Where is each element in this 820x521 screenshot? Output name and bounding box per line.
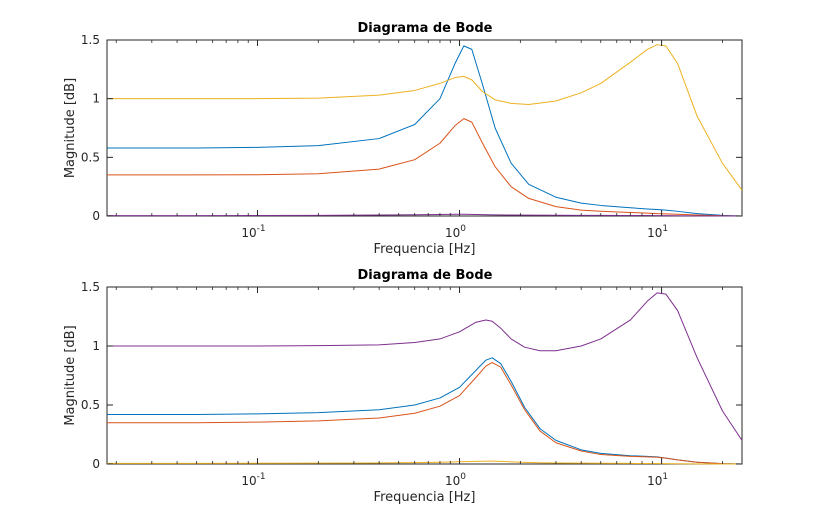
x-tick-label: 10-1 <box>241 472 265 488</box>
y-tick-label: 1 <box>92 92 100 106</box>
series-line-blue <box>107 45 743 217</box>
y-tick-label: 1.5 <box>81 33 100 47</box>
x-tick-label: 100 <box>445 224 466 240</box>
x-tick-label: 101 <box>647 472 668 488</box>
y-axis-label: Magnitude [dB] <box>63 78 78 178</box>
y-tick-label: 0 <box>92 457 100 471</box>
y-tick-label: 0.5 <box>81 398 100 412</box>
y-tick-label: 1.5 <box>81 280 100 294</box>
series-line-orange <box>107 362 743 465</box>
y-tick-label: 0.5 <box>81 150 100 164</box>
series-line-orange <box>107 118 743 217</box>
x-tick-label: 100 <box>445 472 466 488</box>
axes-box <box>106 286 743 465</box>
x-axis-label: Frequencia [Hz] <box>374 242 476 257</box>
plot-title: Diagrama de Bode <box>358 268 493 283</box>
x-axis-label: Frequencia [Hz] <box>374 490 476 505</box>
y-axis-label: Magnitude [dB] <box>63 325 78 425</box>
y-tick-label: 0 <box>92 209 100 223</box>
series-line-purple <box>107 292 743 441</box>
series-line-yellow <box>107 460 742 465</box>
plot-title: Diagrama de Bode <box>358 21 493 36</box>
series-line-yellow <box>107 44 743 191</box>
axes-box <box>106 39 743 217</box>
bode-plot-bottom: Diagrama de Bode 10-1 100 101 0 0.5 1 1.5 Frequ… <box>63 268 743 505</box>
x-tick-label: 10-1 <box>241 224 265 240</box>
y-tick-label: 1 <box>92 339 100 353</box>
bode-plot-top: Diagrama de Bode 10-1 100 101 0 0.5 1 1.5 Frequ… <box>63 21 743 257</box>
x-tick-label: 101 <box>647 224 668 240</box>
